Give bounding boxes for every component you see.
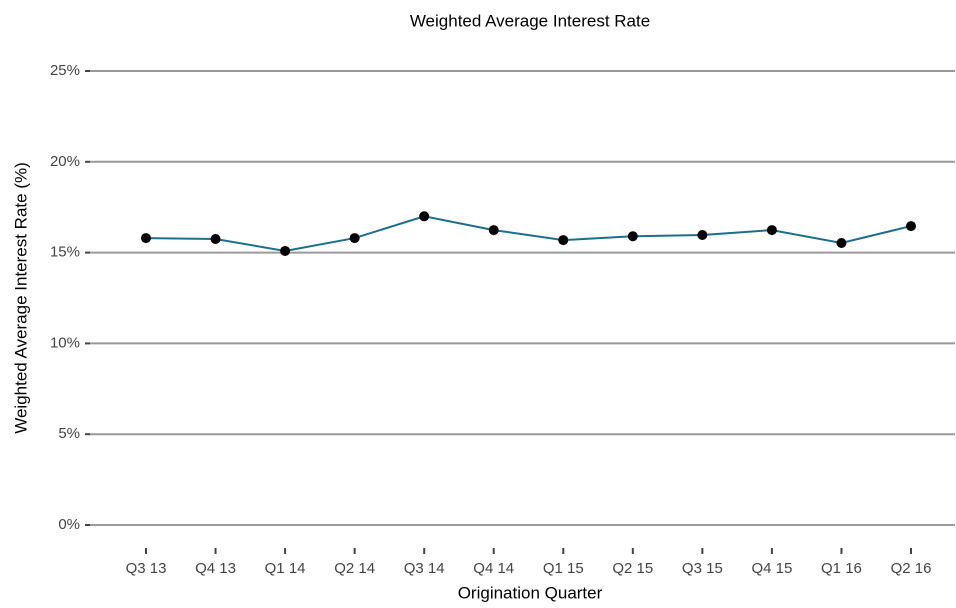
point [836, 237, 847, 248]
point [558, 235, 569, 246]
x-tick-label: Q2 15 [612, 560, 653, 577]
x-tick-label: Q1 15 [543, 560, 584, 577]
x-tick-label: Q2 14 [334, 560, 375, 577]
x-tick-label: Q4 15 [751, 560, 792, 577]
x-axis-title: Origination Quarter [458, 583, 603, 602]
y-tick-label: 5% [58, 425, 80, 442]
point [141, 233, 151, 244]
point [766, 225, 777, 236]
y-tick-label: 10% [50, 334, 80, 351]
point [697, 229, 708, 240]
y-tick-label: 20% [50, 153, 80, 170]
x-tick-label: Q2 16 [891, 560, 932, 577]
point [349, 233, 360, 244]
x-tick-label: Q3 15 [682, 560, 723, 577]
x-tick-label: Q3 14 [404, 560, 445, 577]
x-tick-label: Q3 13 [126, 560, 167, 577]
y-tick-label: 0% [58, 516, 80, 533]
y-axis-title: Weighted Average Interest Rate (%) [11, 162, 30, 434]
x-tick-label: Q1 14 [265, 560, 306, 577]
chart-title: Weighted Average Interest Rate [410, 11, 650, 30]
x-tick-label: Q4 13 [195, 560, 236, 577]
y-tick-label: 15% [50, 244, 80, 261]
x-tick-label: Q4 14 [473, 560, 514, 577]
line [145, 215, 912, 252]
point [280, 245, 291, 256]
y-tick-label: 25% [50, 62, 80, 79]
point [627, 231, 638, 242]
point [210, 233, 221, 244]
point [488, 225, 499, 236]
x-tick-label: Q1 16 [821, 560, 862, 577]
point [906, 221, 916, 232]
point [419, 211, 430, 222]
